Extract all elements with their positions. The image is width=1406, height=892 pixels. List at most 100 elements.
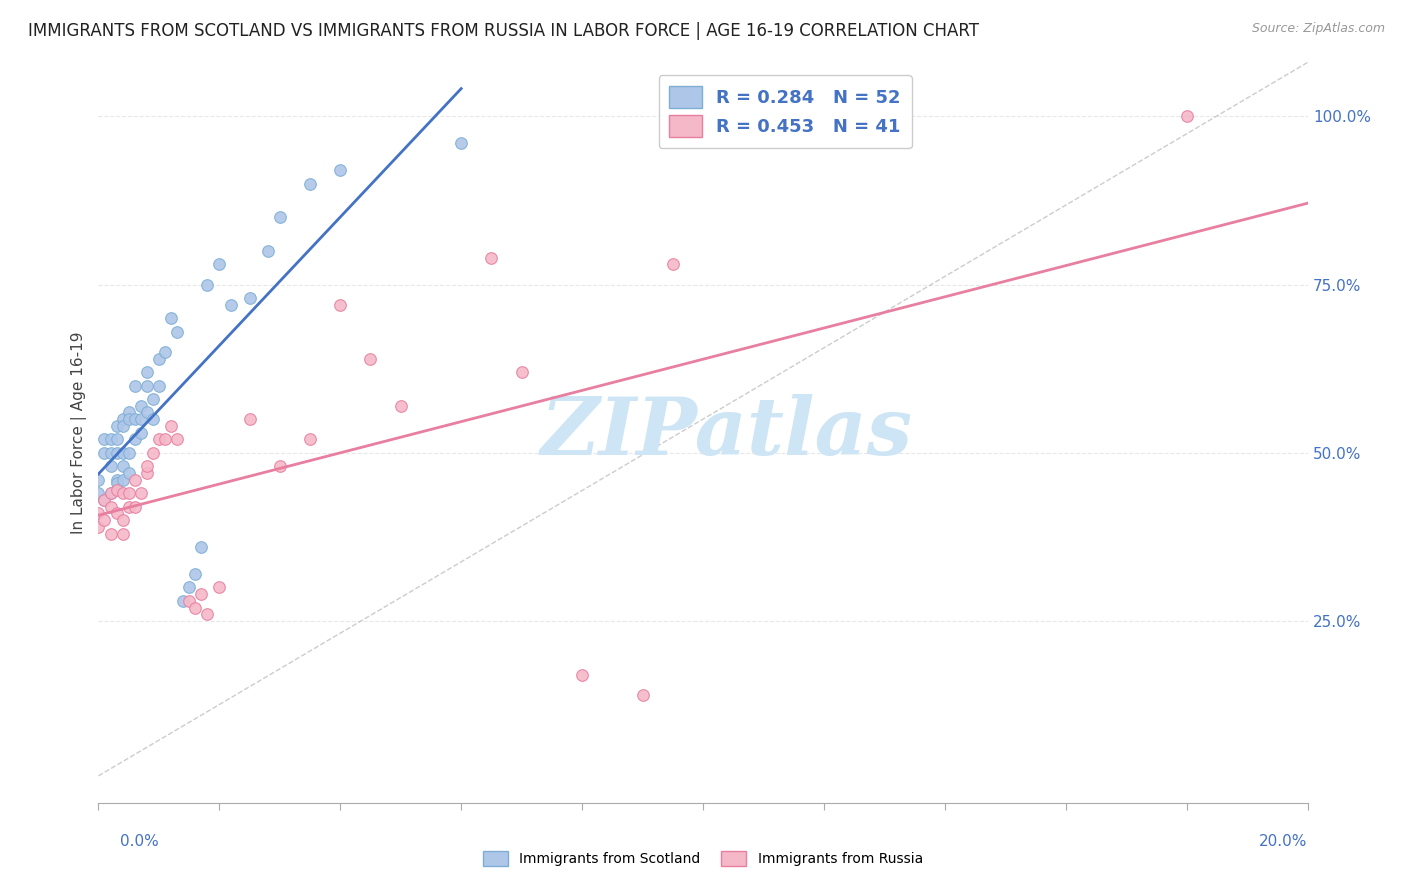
Point [100,446,122,460]
Point [105,507,128,521]
Point [571,668,593,682]
Point [195,607,218,622]
Legend: R = 0.284   N = 52, R = 0.453   N = 41: R = 0.284 N = 52, R = 0.453 N = 41 [658,75,911,148]
Point [160,311,183,326]
Point [1175,109,1198,123]
Point [142,446,165,460]
Point [111,459,134,474]
Point [118,446,141,460]
Point [389,399,412,413]
Point [93,492,115,507]
Point [299,177,322,191]
Point [118,500,141,514]
Point [105,483,128,497]
Point [100,459,122,474]
Point [239,291,262,305]
Point [179,581,201,595]
Point [118,486,141,500]
Point [184,566,207,581]
Point [87,520,110,534]
Text: 0.0%: 0.0% [120,834,159,849]
Point [124,412,146,426]
Point [269,211,291,225]
Point [111,473,134,487]
Point [100,500,122,514]
Point [329,163,352,178]
Point [87,486,110,500]
Point [299,433,322,447]
Point [105,473,128,487]
Y-axis label: In Labor Force | Age 16-19: In Labor Force | Age 16-19 [72,331,87,534]
Point [129,486,152,500]
Point [148,433,170,447]
Point [111,412,134,426]
Point [153,344,176,359]
Point [118,405,141,419]
Point [195,277,218,292]
Point [142,392,165,406]
Point [208,257,231,271]
Point [100,433,122,447]
Point [190,587,212,601]
Point [221,298,243,312]
Point [269,459,291,474]
Point [111,486,134,500]
Point [160,418,183,433]
Point [129,412,152,426]
Point [118,412,141,426]
Point [166,433,188,447]
Point [172,594,194,608]
Point [124,500,146,514]
Point [100,486,122,500]
Point [135,459,157,474]
Point [329,298,352,312]
Point [111,513,134,527]
Point [93,513,115,527]
Point [105,418,128,433]
Point [100,486,122,500]
Point [135,466,157,480]
Point [111,526,134,541]
Point [111,418,134,433]
Point [184,600,207,615]
Point [129,399,152,413]
Point [100,526,122,541]
Point [481,251,503,265]
Text: Source: ZipAtlas.com: Source: ZipAtlas.com [1251,22,1385,36]
Text: IMMIGRANTS FROM SCOTLAND VS IMMIGRANTS FROM RUSSIA IN LABOR FORCE | AGE 16-19 CO: IMMIGRANTS FROM SCOTLAND VS IMMIGRANTS F… [28,22,979,40]
Point [87,473,110,487]
Point [124,473,146,487]
Point [124,378,146,392]
Point [135,365,157,379]
Point [510,365,533,379]
Point [153,433,176,447]
Point [360,351,382,366]
Point [631,688,654,702]
Point [118,466,141,480]
Point [179,594,201,608]
Point [105,433,128,447]
Point [142,412,165,426]
Point [661,257,683,271]
Point [135,405,157,419]
Point [190,540,212,554]
Point [93,446,115,460]
Point [105,446,128,460]
Point [450,136,472,151]
Point [256,244,278,258]
Point [93,492,115,507]
Point [166,325,188,339]
Point [111,446,134,460]
Point [87,507,110,521]
Point [129,425,152,440]
Point [105,476,128,491]
Text: ZIPatlas: ZIPatlas [541,394,914,471]
Point [135,378,157,392]
Point [148,378,170,392]
Text: 20.0%: 20.0% [1260,834,1308,849]
Point [208,581,231,595]
Point [148,351,170,366]
Point [124,433,146,447]
Point [239,412,262,426]
Point [93,433,115,447]
